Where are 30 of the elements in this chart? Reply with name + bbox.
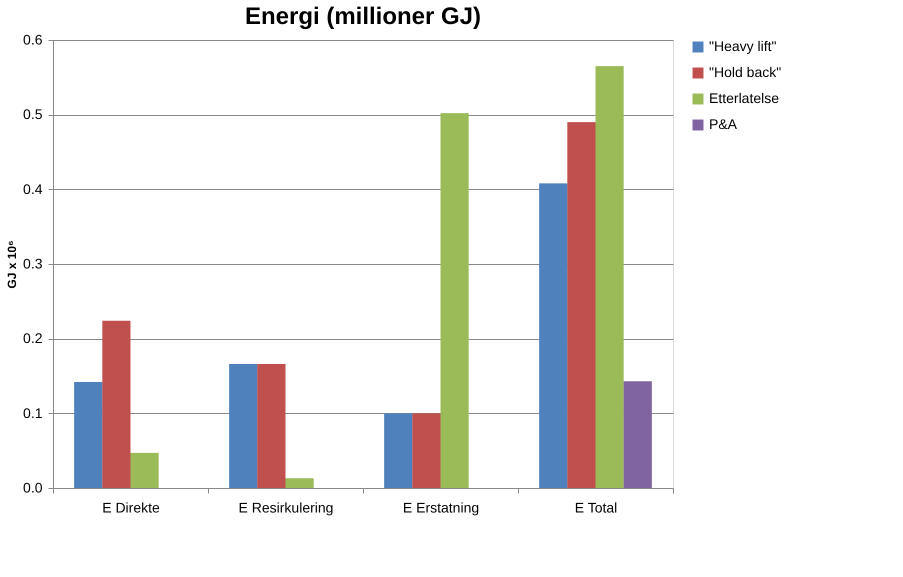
legend-label: "Hold back" (709, 64, 782, 80)
bar (74, 382, 102, 488)
y-tick-label: 0.5 (23, 106, 43, 122)
x-tick-label: E Direkte (102, 500, 160, 516)
y-tick-label: 0.1 (23, 404, 43, 421)
legend-label: Etterlatelse (709, 90, 780, 106)
bar (596, 66, 624, 488)
legend-label: P&A (709, 116, 738, 132)
x-tick-label: E Erstatning (402, 500, 480, 516)
legend-label: "Heavy lift" (709, 38, 777, 54)
y-tick-label: 0.3 (23, 256, 43, 272)
y-axis-title: GJ x 10⁶ (5, 240, 20, 289)
bar (384, 413, 412, 488)
bar (130, 452, 159, 488)
bar (286, 478, 314, 488)
bar (440, 113, 469, 488)
bar (102, 320, 130, 488)
y-tick-label: 0.2 (23, 330, 43, 346)
bar (624, 381, 652, 488)
bar (229, 364, 258, 488)
chart-title: Energi (millioner GJ) (244, 3, 482, 30)
bar (539, 183, 568, 488)
bar (567, 122, 596, 488)
x-tick-label: E Total (574, 500, 618, 516)
y-tick-label: 0.4 (23, 180, 43, 197)
bar (412, 413, 440, 488)
y-tick-label: 0.0 (23, 480, 43, 496)
x-tick-label: E Resirkulering (238, 500, 334, 516)
y-tick-label: 0.6 (23, 32, 43, 48)
bar (257, 364, 286, 488)
